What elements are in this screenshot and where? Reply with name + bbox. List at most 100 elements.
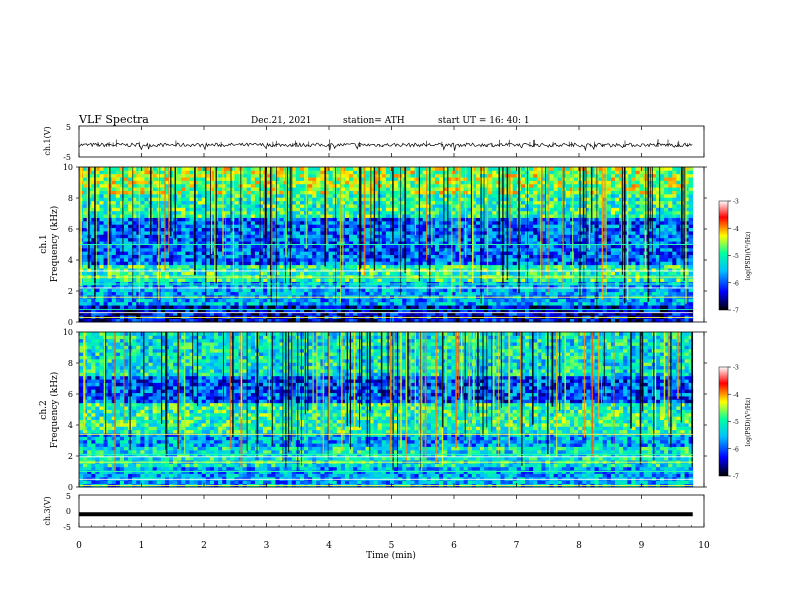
spectrogram-cell bbox=[267, 190, 272, 195]
station-label: station= ATH bbox=[343, 116, 405, 126]
spectrogram-cell bbox=[443, 298, 448, 303]
spectrogram-cell bbox=[406, 308, 411, 313]
spectrogram-cell bbox=[222, 311, 227, 316]
spectrogram-cell bbox=[344, 187, 350, 191]
ch1-waveform-ylabel: ch.1(V) bbox=[43, 126, 52, 155]
spectrogram-cell bbox=[242, 278, 248, 282]
spectrogram-cell bbox=[115, 210, 121, 215]
spectrogram-cell bbox=[512, 257, 518, 262]
spectrogram-cell bbox=[115, 207, 121, 212]
spectrogram-cell bbox=[124, 264, 129, 269]
spectrogram-cell bbox=[340, 288, 346, 293]
spectrogram-cell bbox=[353, 193, 358, 198]
spectrogram-cell bbox=[385, 190, 391, 195]
spectrogram-cell bbox=[271, 193, 276, 198]
spectrogram-cell bbox=[471, 278, 477, 282]
spectrogram-cell bbox=[164, 301, 170, 306]
spectrogram-cell bbox=[218, 220, 223, 225]
spectrogram-cell bbox=[144, 318, 149, 323]
spectrogram-cell bbox=[111, 234, 117, 239]
spectrogram-cell bbox=[492, 210, 497, 215]
spectrogram-cell bbox=[459, 311, 465, 316]
spectrogram-cell bbox=[140, 281, 145, 286]
spectrogram-cell bbox=[377, 204, 383, 208]
spectrogram-cell bbox=[488, 318, 493, 323]
spectrogram-cell bbox=[115, 281, 121, 286]
spectrogram-cell bbox=[430, 187, 436, 191]
spectrogram-cell bbox=[87, 298, 92, 303]
spectrogram-cell bbox=[336, 234, 342, 239]
spectrogram-cell bbox=[246, 217, 252, 222]
spectrogram-cell bbox=[455, 214, 460, 218]
spectrogram-cell bbox=[136, 247, 141, 252]
spectrogram-cell bbox=[218, 257, 223, 262]
spectrogram-cell bbox=[316, 241, 321, 245]
spectrogram-cell bbox=[197, 197, 203, 202]
spectrogram-cell bbox=[160, 271, 166, 276]
spectrogram-cell bbox=[91, 204, 96, 208]
spectrogram-cell bbox=[508, 237, 514, 242]
spectrogram-cell bbox=[136, 214, 141, 218]
spectrogram-cell bbox=[373, 257, 379, 262]
spectrogram-cell bbox=[336, 193, 342, 198]
spectrogram-cell bbox=[193, 281, 199, 286]
spectrogram-cell bbox=[132, 241, 137, 245]
spectrogram-cell bbox=[144, 308, 149, 313]
spectrogram-cell bbox=[201, 173, 207, 178]
spectrogram-cell bbox=[226, 284, 231, 289]
spectrogram-cell bbox=[144, 193, 149, 198]
spectrogram-cell bbox=[484, 200, 489, 205]
spectrogram-cell bbox=[197, 224, 203, 229]
spectrogram-cell bbox=[512, 271, 518, 276]
spectrogram-cell bbox=[414, 167, 420, 171]
spectrogram-cell bbox=[332, 244, 338, 249]
spectrogram-cell bbox=[291, 234, 297, 239]
spectrogram-cell bbox=[271, 167, 276, 171]
spectrogram-cell bbox=[111, 207, 117, 212]
spectrogram-cell bbox=[406, 193, 411, 198]
spectrogram-cell bbox=[99, 291, 104, 296]
spectrogram-cell bbox=[295, 298, 301, 303]
spectrogram-cell bbox=[459, 210, 465, 215]
spectrogram-cell bbox=[132, 308, 137, 313]
spectrogram-cell bbox=[250, 187, 256, 191]
spectrogram-cell bbox=[83, 200, 88, 205]
spectrogram-cell bbox=[152, 257, 158, 262]
spectrogram-cell bbox=[95, 197, 100, 202]
spectrogram-cell bbox=[500, 308, 505, 313]
spectrogram-cell bbox=[492, 298, 497, 303]
spectrogram-cell bbox=[128, 220, 133, 225]
spectrogram-cell bbox=[128, 173, 133, 178]
spectrogram-cell bbox=[455, 231, 460, 235]
spectrogram-cell bbox=[443, 288, 448, 293]
spectrogram-cell bbox=[173, 308, 178, 313]
spectrogram-cell bbox=[283, 278, 289, 282]
spectrogram-cell bbox=[107, 308, 113, 313]
spectrogram-cell bbox=[124, 193, 129, 198]
spectrogram-cell bbox=[193, 244, 199, 249]
spectrogram-cell bbox=[410, 311, 415, 316]
spectrogram-cell bbox=[492, 247, 497, 252]
spectrogram-cell bbox=[308, 193, 313, 198]
spectrogram-cell bbox=[484, 190, 489, 195]
spectrogram-cell bbox=[99, 204, 104, 208]
spectrogram-cell bbox=[373, 183, 379, 188]
spectrogram-cell bbox=[365, 257, 370, 262]
spectrogram-cell bbox=[111, 200, 117, 205]
spectrogram-cell bbox=[95, 200, 100, 205]
spectrogram-cell bbox=[320, 190, 325, 195]
spectrogram-cell bbox=[226, 200, 231, 205]
spectrogram-cell bbox=[128, 197, 133, 202]
spectrogram-cell bbox=[164, 190, 170, 195]
spectrogram-cell bbox=[181, 180, 186, 185]
spectrogram-cell bbox=[140, 224, 145, 229]
spectrogram-cell bbox=[332, 210, 338, 215]
spectrogram-cell bbox=[520, 311, 526, 316]
spectrogram-cell bbox=[479, 261, 485, 266]
spectrogram-cell bbox=[467, 311, 473, 316]
spectrogram-cell bbox=[275, 170, 280, 175]
spectrogram-cell bbox=[111, 318, 117, 323]
spectrogram-cell bbox=[492, 187, 497, 191]
spectrogram-cell bbox=[111, 224, 117, 229]
spectrogram-cell bbox=[418, 291, 424, 296]
